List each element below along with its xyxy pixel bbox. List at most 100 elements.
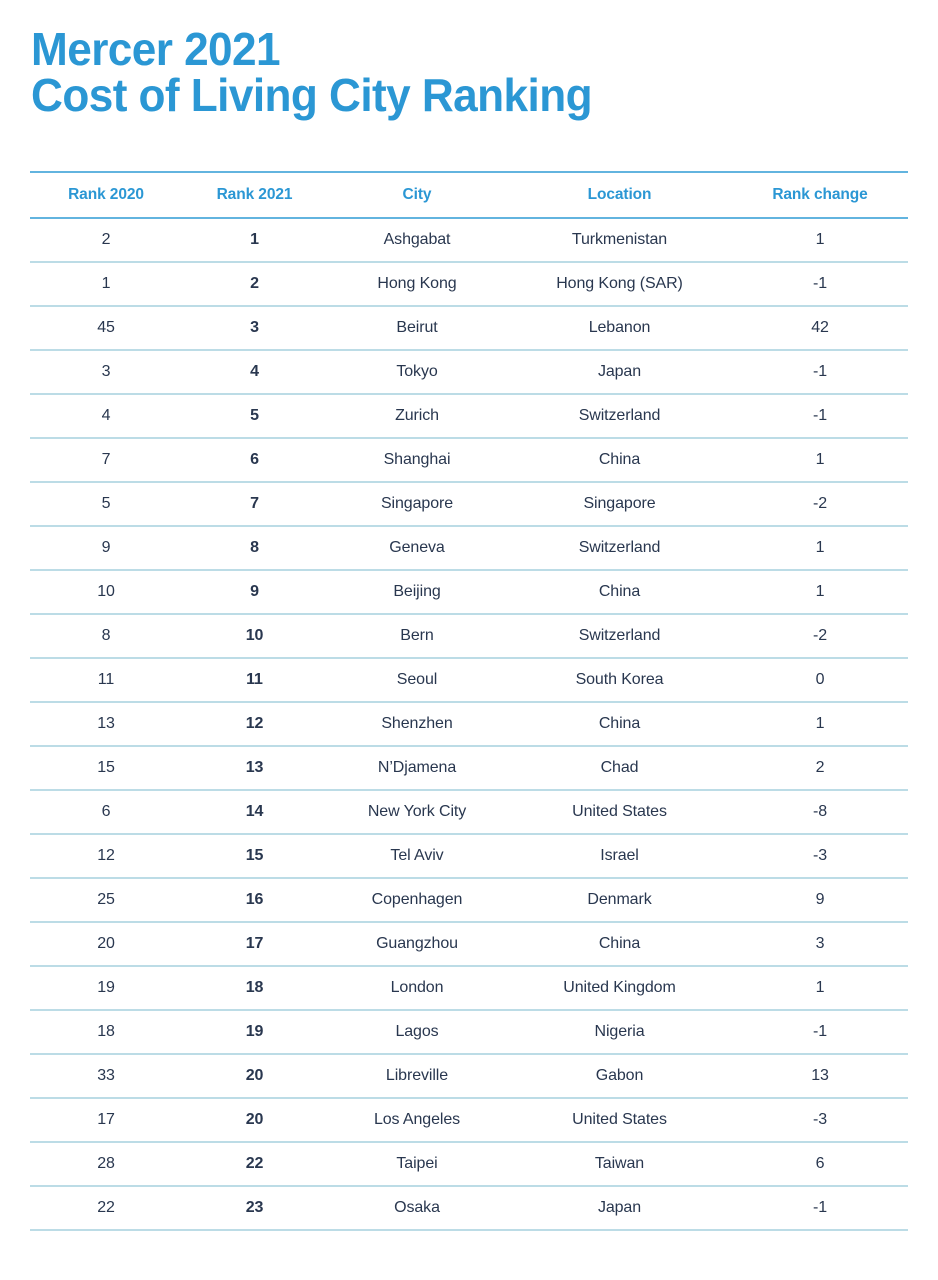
cell-city: Beirut: [396, 319, 438, 336]
cell-location: United States: [572, 803, 667, 820]
table-row: 18 19 Lagos Nigeria -1: [30, 1011, 908, 1053]
cell-rank-2021: 12: [245, 715, 264, 732]
cell-city: Libreville: [385, 1067, 449, 1084]
cell-city: Shanghai: [383, 451, 451, 468]
cell-location: Switzerland: [578, 627, 661, 644]
table-row-separator: [30, 1141, 908, 1143]
cell-location: Nigeria: [594, 1023, 645, 1040]
cell-rank-2020: 28: [97, 1155, 115, 1172]
cell-rank-change: 9: [815, 891, 825, 908]
table-row: 3 4 Tokyo Japan -1: [30, 351, 908, 393]
cell-rank-2020: 4: [101, 407, 111, 424]
cell-rank-change: -1: [812, 363, 828, 380]
cell-rank-change: -1: [812, 1023, 828, 1040]
table-row: 7 6 Shanghai China 1: [30, 439, 908, 481]
table-row: 19 18 London United Kingdom 1: [30, 967, 908, 1009]
cell-location: Gabon: [595, 1067, 644, 1084]
cell-rank-change: -2: [812, 495, 828, 512]
page-title-line-1: Mercer 2021: [31, 23, 281, 75]
cell-rank-2021: 13: [245, 759, 264, 776]
table-row: 13 12 Shenzhen China 1: [30, 703, 908, 745]
cell-rank-change: -3: [812, 847, 828, 864]
table-row: 9 8 Geneva Switzerland 1: [30, 527, 908, 569]
cell-city: Osaka: [394, 1199, 440, 1216]
table-row: 28 22 Taipei Taiwan 6: [30, 1143, 908, 1185]
cell-rank-change: 13: [811, 1067, 829, 1084]
cell-rank-2021: 9: [250, 583, 259, 600]
table-row-separator: [30, 393, 908, 395]
cell-city: Geneva: [389, 539, 445, 556]
table-row: 4 5 Zurich Switzerland -1: [30, 395, 908, 437]
cell-rank-change: -8: [812, 803, 828, 820]
cell-rank-change: 6: [815, 1155, 825, 1172]
table-row: 17 20 Los Angeles United States -3: [30, 1099, 908, 1141]
cell-location: United States: [572, 1111, 667, 1128]
cell-rank-change: -1: [812, 1199, 828, 1216]
cell-city: Beijing: [393, 583, 441, 600]
cell-location: Switzerland: [578, 407, 661, 424]
cell-rank-2020: 13: [97, 715, 115, 732]
cell-rank-2020: 22: [97, 1199, 115, 1216]
column-header-rank-2021: Rank 2021: [216, 186, 293, 203]
column-header-rank-change: Rank change: [772, 186, 868, 203]
table-row: 15 13 N’Djamena Chad 2: [30, 747, 908, 789]
table-row-separator: [30, 1009, 908, 1011]
cell-rank-2021: 20: [245, 1067, 264, 1084]
cell-location: Hong Kong (SAR): [556, 275, 683, 292]
cell-rank-2021: 19: [245, 1023, 264, 1040]
cell-rank-2020: 17: [97, 1111, 115, 1128]
table-row-separator: [30, 525, 908, 527]
cell-city: Zurich: [395, 407, 439, 424]
table-row-separator: [30, 701, 908, 703]
table-body: 2 1 Ashgabat Turkmenistan 1 1 2 Hong Kong Hong K…: [30, 219, 908, 1231]
cell-rank-change: 1: [815, 231, 825, 248]
cell-rank-change: 42: [811, 319, 829, 336]
table-row-separator: [30, 261, 908, 263]
table-row-separator: [30, 833, 908, 835]
cell-rank-2020: 6: [101, 803, 111, 820]
cell-rank-2021: 23: [245, 1199, 264, 1216]
cell-city: Seoul: [396, 671, 438, 688]
cell-rank-change: 1: [815, 451, 825, 468]
table-row-separator: [30, 745, 908, 747]
cell-location: South Korea: [575, 671, 664, 688]
ranking-table: Rank 2020 Rank 2021 City Location Rank c…: [30, 171, 908, 1231]
table-row: 1 2 Hong Kong Hong Kong (SAR) -1: [30, 263, 908, 305]
cell-rank-2020: 7: [101, 451, 111, 468]
table-row-separator: [30, 1229, 908, 1231]
table-row-separator: [30, 349, 908, 351]
cell-rank-change: -2: [812, 627, 828, 644]
cell-city: Singapore: [380, 495, 454, 512]
cell-rank-2021: 8: [250, 539, 259, 556]
table-row-separator: [30, 921, 908, 923]
cell-rank-2020: 11: [97, 671, 115, 688]
table-header-bottom-rule: [30, 217, 908, 219]
cell-rank-2020: 18: [97, 1023, 115, 1040]
cell-rank-change: 1: [815, 979, 825, 996]
cell-rank-2020: 45: [97, 319, 115, 336]
cell-location: Israel: [600, 847, 639, 864]
cell-rank-2020: 2: [101, 231, 111, 248]
cell-rank-change: 1: [815, 715, 825, 732]
cell-city: Copenhagen: [371, 891, 463, 908]
table-row: 8 10 Bern Switzerland -2: [30, 615, 908, 657]
table-row: 12 15 Tel Aviv Israel -3: [30, 835, 908, 877]
cell-rank-2020: 12: [97, 847, 115, 864]
cell-location: Japan: [597, 363, 642, 380]
table-row-separator: [30, 1185, 908, 1187]
table-header-row: Rank 2020 Rank 2021 City Location Rank c…: [30, 173, 908, 217]
cell-rank-2020: 25: [97, 891, 115, 908]
cell-rank-2021: 10: [245, 627, 264, 644]
cell-rank-2021: 6: [250, 451, 259, 468]
column-header-rank-2020: Rank 2020: [68, 186, 144, 203]
table-row: 20 17 Guangzhou China 3: [30, 923, 908, 965]
table-row-separator: [30, 569, 908, 571]
cell-rank-2021: 22: [245, 1155, 264, 1172]
table-row-separator: [30, 965, 908, 967]
column-header-city: City: [402, 186, 432, 203]
table-row-separator: [30, 305, 908, 307]
cell-rank-2021: 1: [250, 231, 259, 248]
table-row: 10 9 Beijing China 1: [30, 571, 908, 613]
cell-city: Ashgabat: [383, 231, 451, 248]
